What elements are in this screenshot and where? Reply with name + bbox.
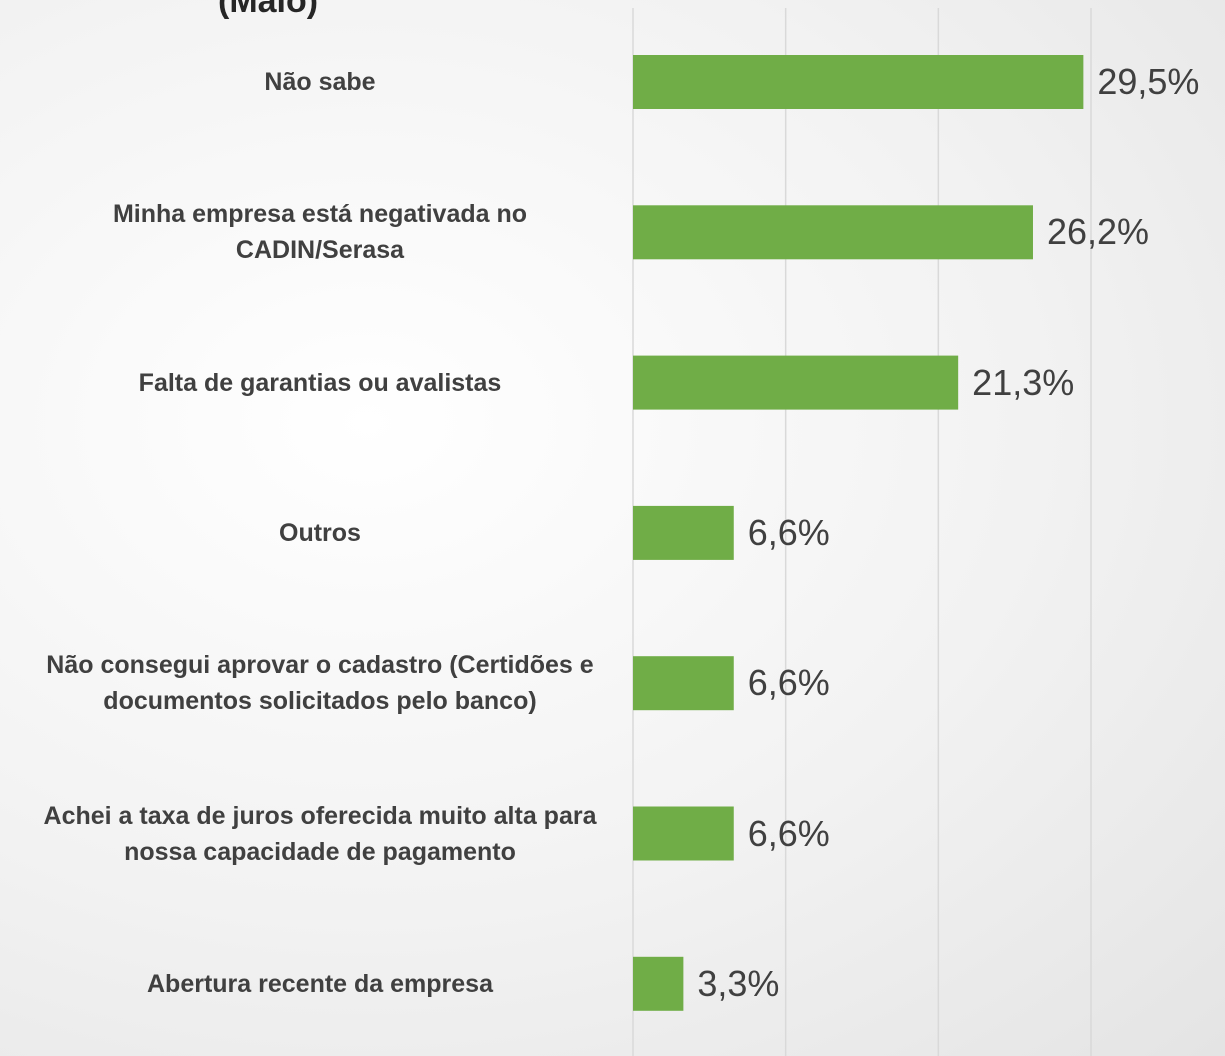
value-label: 6,6% bbox=[747, 662, 830, 704]
bar bbox=[633, 55, 1084, 109]
category-label: Abertura recente da empresa bbox=[147, 969, 493, 998]
value-label: 21,3% bbox=[972, 361, 1075, 403]
bar bbox=[633, 956, 684, 1011]
category-label: Não sabe bbox=[264, 68, 376, 96]
category-label: Achei a taxa de juros oferecida muito al… bbox=[43, 801, 597, 866]
category-label: Falta de garantias ou avalistas bbox=[138, 368, 502, 397]
bar bbox=[633, 505, 734, 560]
category-label: Não consegui aprovar o cadastro (Certidõ… bbox=[46, 651, 594, 716]
bar bbox=[633, 355, 959, 410]
bar bbox=[633, 806, 734, 861]
value-label: 6,6% bbox=[747, 511, 830, 553]
value-label: 3,3% bbox=[697, 962, 780, 1004]
bar bbox=[633, 205, 1033, 260]
category-label: Minha empresa está negativada no CADIN/S… bbox=[112, 200, 528, 265]
category-label: Outros bbox=[279, 518, 361, 547]
value-label: 6,6% bbox=[747, 812, 830, 854]
value-label: 29,5% bbox=[1097, 61, 1200, 102]
value-label: 26,2% bbox=[1046, 211, 1150, 253]
bar bbox=[633, 656, 734, 711]
chart-title: (Maio) bbox=[218, 0, 319, 20]
